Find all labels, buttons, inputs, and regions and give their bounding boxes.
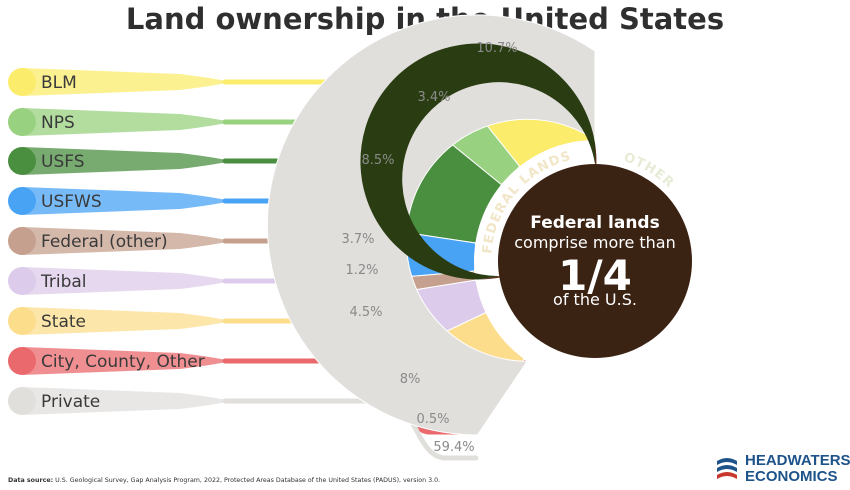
legend-item-usfws: USFWS <box>8 187 230 215</box>
legend-dot-federal-other <box>8 227 36 255</box>
legend-item-usfs: USFS <box>8 147 230 175</box>
legend-dot-nps <box>8 108 36 136</box>
pct-label-usfs: 8.5% <box>361 153 394 168</box>
source-text: U.S. Geological Survey, Gap Analysis Pro… <box>55 477 441 484</box>
legend-swatch-tribal <box>22 267 230 295</box>
legend-dot-blm <box>8 68 36 96</box>
pct-label-tribal: 4.5% <box>349 305 382 320</box>
legend-label-blm: BLM <box>41 73 77 93</box>
legend-item-federal-other: Federal (other) <box>8 227 230 255</box>
center-disc <box>498 164 692 358</box>
source-label: Data source: <box>8 477 54 484</box>
legend-item-nps: NPS <box>8 108 230 136</box>
legend-swatch-city-county-other <box>22 347 230 375</box>
center-fraction: 1/4 <box>558 251 632 300</box>
legend-swatch-federal-other <box>22 227 230 255</box>
source-note: Data source: U.S. Geological Survey, Gap… <box>8 477 440 484</box>
pct-label-usfws: 3.7% <box>341 232 374 247</box>
legend-label-private: Private <box>41 392 100 412</box>
legend-label-tribal: Tribal <box>40 272 87 292</box>
legend-label-usfs: USFS <box>41 152 85 172</box>
slice-private <box>266 14 596 436</box>
legend-label-usfws: USFWS <box>41 192 102 212</box>
center-line1: Federal lands <box>530 213 659 233</box>
pct-label-city-county-other: 0.5% <box>416 412 449 427</box>
logo-text-line2: ECONOMICS <box>745 468 838 485</box>
legend-dot-usfws <box>8 187 36 215</box>
legend-label-federal-other: Federal (other) <box>41 232 168 252</box>
legend-swatch-usfws <box>22 187 230 215</box>
percent-labels: 10.7% 3.4% 8.5% 3.7% 1.2% 4.5% 8% 0.5% 59.4% <box>341 41 517 455</box>
legend-label-state: State <box>41 312 86 332</box>
pct-label-blm: 10.7% <box>476 41 517 56</box>
legend-item-private: Private <box>8 387 230 415</box>
logo-mark-icon <box>717 458 737 479</box>
legend-swatch-blm <box>22 68 230 96</box>
legend-dot-private <box>8 387 36 415</box>
legend-item-state: State <box>8 307 230 335</box>
legend: BLM NPS USFS USFWS Federal (other) Tribal Stat… <box>8 68 230 415</box>
legend-item-blm: BLM <box>8 68 230 96</box>
pct-label-state: 8% <box>400 372 421 387</box>
pct-label-federal-other: 1.2% <box>345 263 378 278</box>
legend-item-city-county-other: City, County, Other <box>8 347 230 375</box>
legend-swatch-private <box>22 387 230 415</box>
legend-swatch-nps <box>22 108 230 136</box>
legend-swatch-state <box>22 307 230 335</box>
legend-dot-usfs <box>8 147 36 175</box>
legend-item-tribal: Tribal <box>8 267 230 295</box>
legend-swatch-usfs <box>22 147 230 175</box>
center-line2: comprise more than <box>514 233 676 252</box>
legend-dot-city-county-other <box>8 347 36 375</box>
center-line4: of the U.S. <box>553 290 637 309</box>
legend-dot-state <box>8 307 36 335</box>
legend-label-nps: NPS <box>41 113 75 133</box>
legend-label-city-county-other: City, County, Other <box>41 352 205 372</box>
legend-dot-tribal <box>8 267 36 295</box>
pct-label-private: 59.4% <box>433 440 474 455</box>
logo-text-line1: HEADWATERS <box>745 452 850 469</box>
pct-label-nps: 3.4% <box>417 90 450 105</box>
ring-other <box>360 43 595 280</box>
